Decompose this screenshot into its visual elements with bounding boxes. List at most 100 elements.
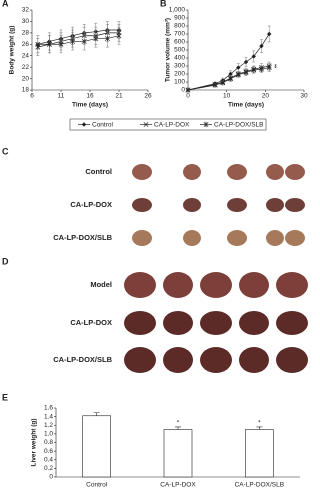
specimen-photo (132, 164, 152, 180)
marker (70, 38, 76, 45)
specimen-photo (227, 198, 247, 212)
specimen-photo (239, 272, 269, 298)
specimen-photo (200, 311, 232, 335)
y-tick-label: 32 (22, 7, 30, 14)
legend-label: CA-LP-DOX (154, 122, 190, 129)
annotation: * (274, 64, 277, 71)
specimen-photo (132, 198, 152, 212)
y-tick-label: 1.6 (44, 405, 53, 412)
y-tick-label: 1,000 (169, 7, 186, 14)
y-axis-title: Liver weight (g) (31, 418, 38, 466)
specimen-photo (276, 311, 308, 335)
legend-marker (81, 122, 87, 127)
y-tick-label: 600 (174, 39, 185, 46)
row-label: CA-LP-DOX (70, 318, 112, 327)
specimen-photo (266, 230, 284, 246)
specimen-photo (124, 347, 156, 373)
panel-label: B (160, 0, 167, 8)
legend-box (69, 118, 267, 131)
legend-marker (143, 122, 149, 127)
marker (93, 35, 99, 42)
marker (259, 43, 264, 49)
x-tick-label: 16 (86, 93, 94, 100)
specimen-photo (239, 347, 269, 373)
y-tick-label: 0 (49, 474, 53, 481)
specimen-photo (227, 230, 247, 246)
legend-marker (203, 121, 209, 128)
x-tick-label: 11 (58, 93, 65, 100)
x-tick-label: 10 (223, 93, 231, 100)
marker (235, 72, 241, 78)
y-tick-label: 500 (174, 47, 185, 54)
panel-label: C (2, 146, 9, 156)
y-tick-label: 700 (174, 31, 185, 38)
specimen-photo (266, 164, 284, 180)
y-tick-label: 0.4 (44, 456, 53, 463)
annotation: * (274, 65, 277, 72)
row-label: Control (85, 167, 112, 176)
marker (243, 69, 249, 76)
y-tick-label: 800 (174, 23, 185, 30)
series-line (37, 29, 119, 45)
specimen-photo (124, 272, 156, 298)
specimen-photo (183, 230, 201, 246)
error-bar (175, 426, 181, 430)
y-tick-label: 1.0 (44, 431, 53, 438)
marker (212, 82, 218, 88)
y-tick-label: 0.8 (44, 439, 53, 446)
panel-label: D (2, 256, 9, 266)
annotation: * (258, 420, 261, 427)
legend-label: Control (92, 122, 114, 129)
y-tick-label: 100 (174, 79, 185, 86)
y-tick-label: 900 (174, 15, 185, 22)
error-bar (256, 426, 263, 430)
panel-label: A (2, 0, 9, 8)
specimen-photo (200, 272, 232, 298)
specimen-photo (239, 311, 269, 335)
x-tick-label: Control (86, 482, 108, 489)
marker (35, 44, 41, 50)
y-tick-label: 20 (22, 75, 30, 82)
y-tick-label: 26 (22, 41, 30, 48)
x-axis-title: Time (days) (72, 102, 108, 109)
marker (228, 71, 233, 77)
specimen-photo (200, 347, 232, 373)
x-tick-label: 20 (262, 93, 270, 100)
specimen-photo (285, 230, 305, 246)
marker (259, 66, 264, 72)
specimen-photo (163, 311, 193, 335)
marker (228, 76, 233, 82)
x-tick-label: 30 (300, 93, 308, 100)
x-tick-label: 6 (30, 93, 34, 100)
marker (251, 54, 256, 59)
row-label: CA-LP-DOX (70, 200, 112, 209)
y-axis-title: Body weight (g) (9, 26, 16, 75)
specimen-photo (183, 198, 201, 212)
specimen-photo (276, 272, 308, 298)
error-bar (93, 412, 100, 416)
x-tick-label: CA-LP-DOX (160, 482, 196, 489)
y-tick-label: 18 (22, 87, 30, 94)
marker (267, 31, 272, 37)
specimen-photo (163, 272, 193, 298)
y-tick-label: 200 (174, 71, 185, 78)
specimen-photo (163, 347, 193, 373)
y-tick-label: 0.6 (44, 448, 53, 455)
marker (220, 80, 226, 86)
row-label: Model (90, 280, 112, 289)
y-axis-title: Tumor volume (mm³) (165, 18, 172, 82)
y-tick-label: 1.4 (44, 413, 53, 420)
x-tick-label: 26 (144, 93, 152, 100)
specimen-photo (132, 230, 152, 246)
bar (82, 415, 111, 478)
specimen-photo (276, 347, 308, 373)
series-line (37, 35, 120, 48)
row-label: CA-LP-DOX/SLB (53, 233, 112, 242)
marker (243, 59, 249, 65)
x-axis-title: Time (days) (228, 102, 264, 109)
specimen-photo (285, 164, 305, 180)
bar (163, 429, 193, 478)
marker (46, 41, 52, 47)
marker (58, 41, 64, 47)
specimen-photo (124, 311, 156, 335)
